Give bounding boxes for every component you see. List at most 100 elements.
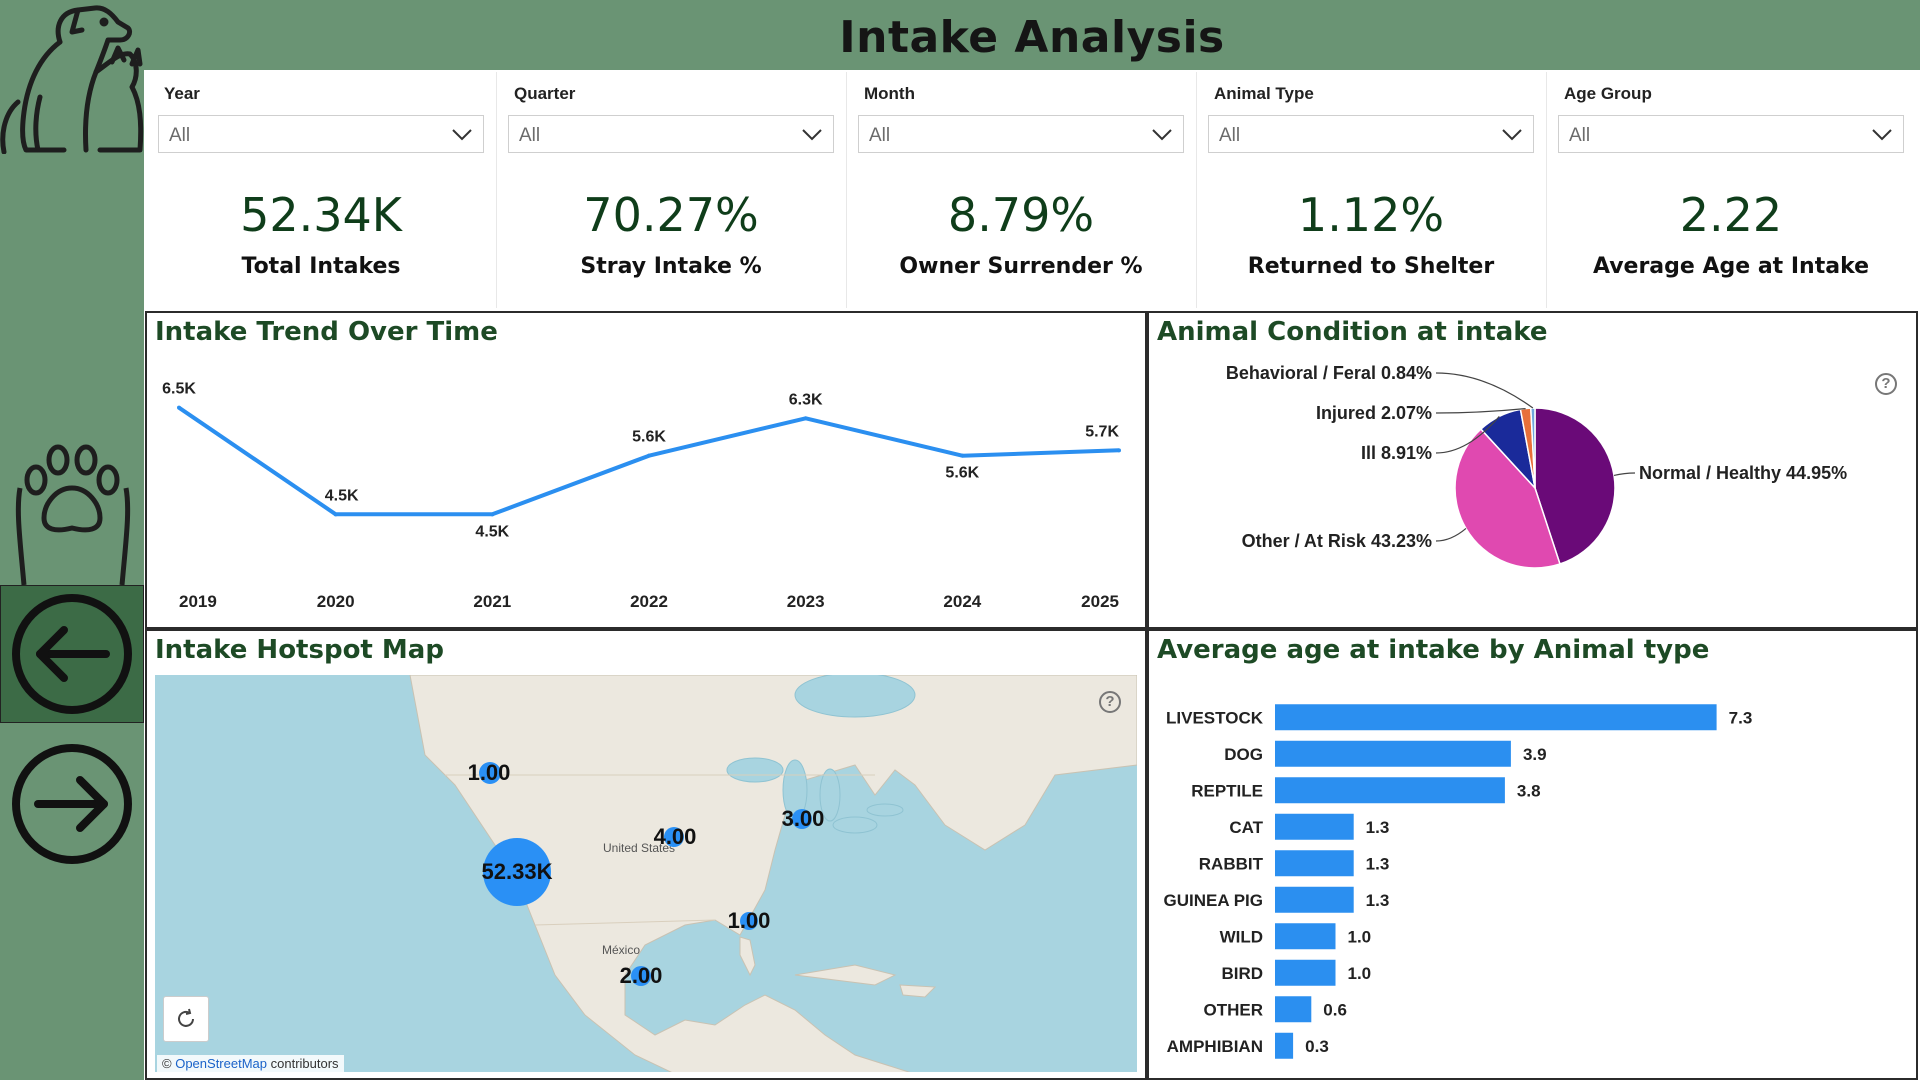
- bar: [1275, 1032, 1294, 1059]
- bar-category-label: WILD: [1220, 927, 1263, 946]
- divider: [1546, 72, 1547, 308]
- age-bar-chart: LIVESTOCK 7.3 DOG 3.9 REPTILE 3.8 CAT 1.3 RABBIT…: [1164, 704, 1753, 1059]
- bar: [1275, 850, 1354, 877]
- bar-category-label: RABBIT: [1199, 854, 1264, 873]
- trend-panel: Intake Trend Over Time 6.5K 2019 4.5K 2020 4…: [145, 311, 1147, 629]
- refresh-icon: [178, 1008, 194, 1027]
- trend-data-label: 5.6K: [632, 429, 666, 446]
- divider: [846, 72, 847, 308]
- pie-slice: [1529, 407, 1536, 489]
- pie-slice-label: Ill 8.91%: [1361, 443, 1432, 463]
- pie-slice-name: Ill: [1361, 443, 1381, 463]
- chevron-down-icon: [802, 129, 822, 141]
- dog-cat-icon: [0, 5, 144, 154]
- slicer-age-group: Age Group All: [1546, 70, 1916, 158]
- bar-category-label: OTHER: [1204, 1000, 1264, 1019]
- bar-value-label: 7.3: [1729, 708, 1753, 727]
- slicer-month: Month All: [846, 70, 1196, 158]
- map-bubble[interactable]: [631, 966, 651, 986]
- condition-pie-chart: Normal / Healthy 44.95% Other / At Risk 4…: [1226, 363, 1847, 569]
- quarter-dropdown[interactable]: All: [508, 115, 834, 153]
- bar-value-label: 3.8: [1517, 781, 1541, 800]
- trend-data-label: 4.5K: [325, 487, 359, 504]
- pie-slice-value: 8.91%: [1381, 443, 1432, 463]
- map-bubble-label: 4.00: [653, 824, 697, 849]
- back-button[interactable]: [0, 585, 144, 723]
- trend-title: Intake Trend Over Time: [155, 317, 498, 347]
- bar-value-label: 1.3: [1366, 854, 1390, 873]
- map-bubble-label: 1.00: [727, 908, 771, 933]
- slicer-label: Quarter: [514, 84, 576, 103]
- year-dropdown[interactable]: All: [158, 115, 484, 153]
- map-reset-button[interactable]: [163, 996, 209, 1042]
- help-icon[interactable]: ?: [1099, 691, 1121, 713]
- bar: [1275, 704, 1717, 731]
- kpi-label: Average Age at Intake: [1592, 254, 1870, 279]
- bar-value-label: 1.3: [1366, 818, 1390, 837]
- page-title: Intake Analysis: [839, 12, 1225, 63]
- map-bubble[interactable]: [664, 827, 684, 847]
- bar: [1275, 923, 1336, 950]
- map-place-label: México: [601, 943, 641, 957]
- map-bubble-label: 1.00: [467, 760, 511, 785]
- map-place-label: United States: [602, 841, 676, 855]
- header-bar: Intake Analysis: [144, 0, 1920, 70]
- map-title: Intake Hotspot Map: [155, 635, 444, 665]
- bar-category-label: BIRD: [1221, 964, 1263, 983]
- trend-point: [177, 405, 181, 410]
- bar: [1275, 740, 1511, 767]
- arrow-left-circle-icon: [12, 594, 132, 714]
- animal-type-dropdown[interactable]: All: [1208, 115, 1534, 153]
- month-dropdown[interactable]: All: [858, 115, 1184, 153]
- slicer-animal-type: Animal Type All: [1196, 70, 1546, 158]
- bar: [1275, 996, 1312, 1023]
- map-land: [409, 675, 1137, 1072]
- kpi-label: Stray Intake %: [580, 254, 762, 279]
- forward-button[interactable]: [0, 735, 144, 873]
- kpi-label: Owner Surrender %: [899, 254, 1143, 279]
- bar-value-label: 1.0: [1348, 964, 1372, 983]
- bar-value-label: 3.9: [1523, 745, 1547, 764]
- help-icon[interactable]: ?: [1875, 373, 1897, 395]
- map-bubble-label: 52.33K: [481, 859, 553, 884]
- chevron-down-icon: [452, 129, 472, 141]
- kpi-stray-intake: 70.27% Stray Intake %: [496, 160, 846, 308]
- pie-leader-line: [1613, 472, 1636, 476]
- trend-point: [960, 453, 965, 458]
- pie-slice-value: 2.07%: [1381, 403, 1432, 423]
- chevron-down-icon: [1872, 129, 1892, 141]
- trend-point: [647, 453, 651, 458]
- age-bar-panel: Average age at intake by Animal type LIV…: [1147, 629, 1918, 1080]
- trend-chart: 6.5K 2019 4.5K 2020 4.5K 2021 5.6K 2022 6.3K 2023…: [162, 381, 1121, 611]
- pie-leader-line: [1435, 408, 1526, 414]
- bar-category-label: GUINEA PIG: [1164, 891, 1264, 910]
- slicer-quarter: Quarter All: [496, 70, 846, 158]
- map-bubble[interactable]: [740, 912, 758, 930]
- bar-value-label: 1.3: [1366, 891, 1390, 910]
- paw-icon: [15, 444, 131, 586]
- kpi-value: 1.12%: [1297, 188, 1445, 242]
- trend-point: [333, 512, 338, 517]
- condition-title: Animal Condition at intake: [1157, 317, 1548, 347]
- age-group-dropdown[interactable]: All: [1558, 115, 1904, 153]
- slicer-value: All: [1569, 125, 1591, 146]
- kpi-value: 70.27%: [583, 188, 759, 242]
- openstreetmap-link[interactable]: OpenStreetMap: [175, 1056, 267, 1071]
- map-bubble[interactable]: [483, 838, 551, 906]
- bar-category-label: REPTILE: [1191, 781, 1263, 800]
- slicer-label: Year: [164, 84, 200, 103]
- trend-point: [1117, 448, 1121, 453]
- map-bubble[interactable]: [792, 809, 812, 829]
- pie-slice-name: Normal / Healthy: [1639, 463, 1786, 483]
- sidebar: [0, 0, 144, 1080]
- map-panel: Intake Hotspot Map United States: [145, 629, 1147, 1080]
- trend-point: [803, 416, 808, 421]
- trend-x-tick: 2025: [1081, 592, 1119, 611]
- pie-slice-name: Other / At Risk: [1242, 531, 1371, 551]
- trend-data-label: 5.7K: [1085, 423, 1119, 440]
- pie-slice: [1534, 407, 1616, 565]
- slicer-label: Animal Type: [1214, 84, 1314, 103]
- bar: [1275, 777, 1505, 804]
- map-bubble[interactable]: [479, 762, 501, 784]
- hotspot-map[interactable]: United States México 1.00 52.33K 4.00 3.…: [155, 675, 1137, 1072]
